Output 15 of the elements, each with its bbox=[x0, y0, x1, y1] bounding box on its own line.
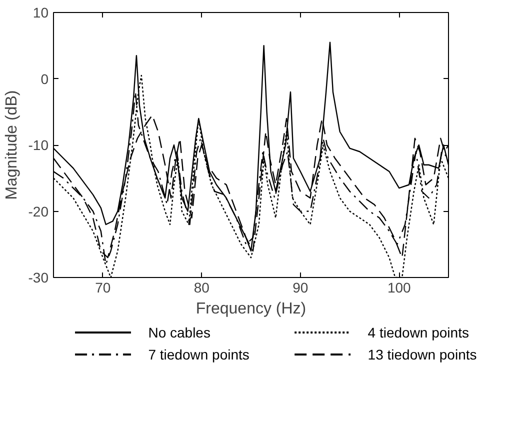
legend-label: No cables bbox=[148, 324, 210, 340]
y-tick-label: -10 bbox=[28, 137, 49, 153]
y-tick-label: 0 bbox=[40, 70, 49, 87]
legend-label: 4 tiedown points bbox=[368, 324, 469, 340]
legend-label: 13 tiedown points bbox=[368, 346, 477, 362]
legend-label: 7 tiedown points bbox=[148, 346, 250, 362]
x-axis-title: Frequency (Hz) bbox=[196, 300, 306, 318]
x-tick-label: 100 bbox=[387, 280, 412, 296]
x-tick-label: 90 bbox=[292, 280, 308, 296]
y-tick-label: -30 bbox=[28, 270, 49, 286]
y-tick-label: -20 bbox=[28, 203, 49, 220]
y-axis-title: Magnitude (dB) bbox=[3, 90, 20, 200]
y-tick-label: 10 bbox=[32, 4, 49, 20]
x-tick-label: 70 bbox=[95, 280, 111, 296]
x-tick-label: 80 bbox=[194, 280, 210, 296]
